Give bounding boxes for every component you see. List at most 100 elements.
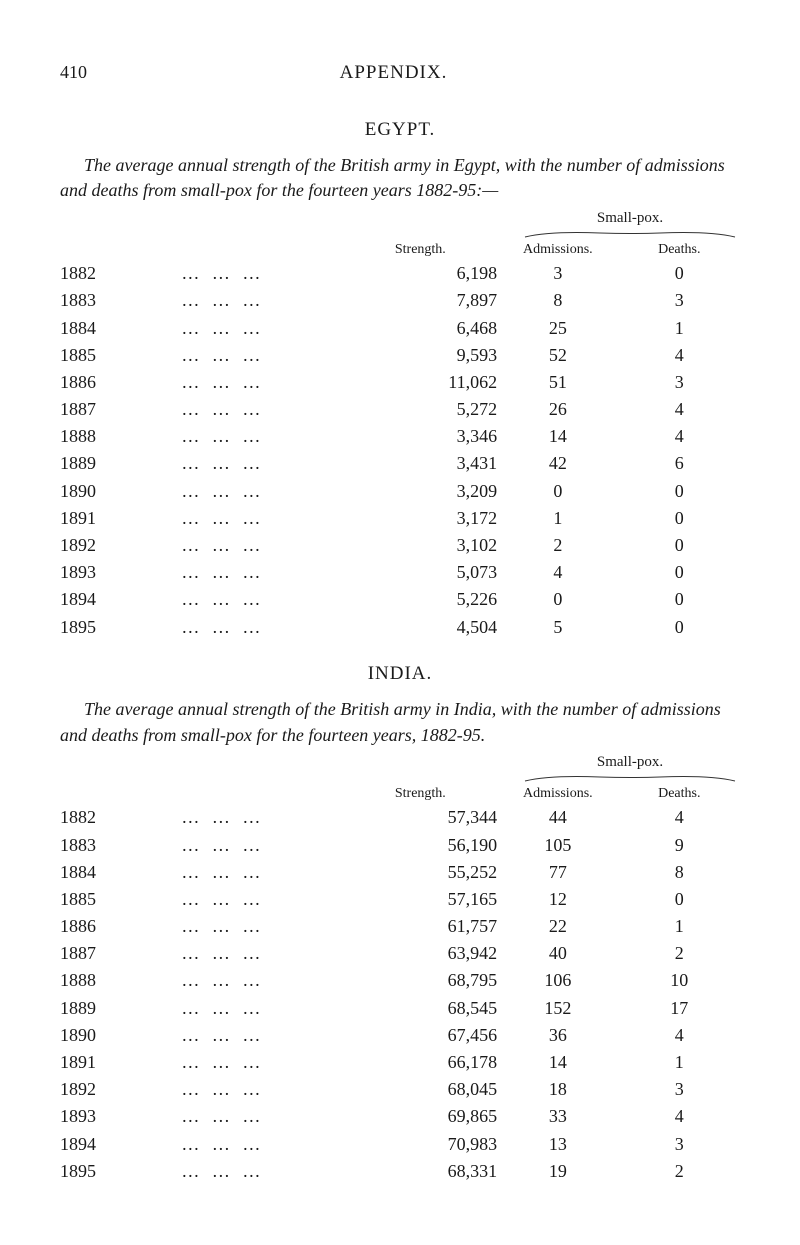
strength-cell: 70,983 — [364, 1131, 498, 1158]
egypt-table: Strength. Admissions. Deaths. 1882… … …6… — [60, 239, 740, 641]
dots-cell: … … … — [181, 450, 363, 477]
deaths-cell: 9 — [619, 832, 740, 859]
deaths-cell: 0 — [619, 260, 740, 287]
strength-cell: 68,545 — [364, 995, 498, 1022]
dots-cell: … … … — [181, 369, 363, 396]
deaths-cell: 1 — [619, 315, 740, 342]
dots-cell: … … … — [181, 859, 363, 886]
india-section: INDIA. The average annual strength of th… — [60, 661, 740, 1185]
table-row: 1894… … …5,22600 — [60, 586, 740, 613]
strength-cell: 63,942 — [364, 940, 498, 967]
deaths-cell: 1 — [619, 913, 740, 940]
table-row: 1892… … …3,10220 — [60, 532, 740, 559]
table-row: 1884… … …55,252778 — [60, 859, 740, 886]
egypt-title: EGYPT. — [60, 117, 740, 144]
admissions-cell: 26 — [497, 396, 618, 423]
year-cell: 1894 — [60, 586, 181, 613]
deaths-cell: 3 — [619, 369, 740, 396]
egypt-section: EGYPT. The average annual strength of th… — [60, 117, 740, 641]
table-row: 1890… … …67,456364 — [60, 1022, 740, 1049]
strength-cell: 5,073 — [364, 559, 498, 586]
table-row: 1886… … …11,062513 — [60, 369, 740, 396]
admissions-cell: 105 — [497, 832, 618, 859]
year-cell: 1890 — [60, 478, 181, 505]
deaths-cell: 4 — [619, 804, 740, 831]
admissions-cell: 77 — [497, 859, 618, 886]
brace-icon — [520, 773, 740, 783]
year-cell: 1895 — [60, 1158, 181, 1185]
dots-cell: … … … — [181, 1022, 363, 1049]
year-cell: 1882 — [60, 804, 181, 831]
deaths-cell: 0 — [619, 505, 740, 532]
dots-cell: … … … — [181, 614, 363, 641]
admissions-cell: 3 — [497, 260, 618, 287]
deaths-cell: 10 — [619, 967, 740, 994]
table-row: 1889… … …3,431426 — [60, 450, 740, 477]
admissions-cell: 152 — [497, 995, 618, 1022]
admissions-cell: 25 — [497, 315, 618, 342]
dots-cell: … … … — [181, 559, 363, 586]
table-row: 1888… … …3,346144 — [60, 423, 740, 450]
deaths-cell: 0 — [619, 586, 740, 613]
dots-cell: … … … — [181, 1049, 363, 1076]
table-row: 1882… … …57,344444 — [60, 804, 740, 831]
admissions-cell: 51 — [497, 369, 618, 396]
india-table: Strength. Admissions. Deaths. 1882… … …5… — [60, 783, 740, 1185]
table-row: 1895… … …68,331192 — [60, 1158, 740, 1185]
dots-cell: … … … — [181, 913, 363, 940]
table-row: 1893… … …69,865334 — [60, 1103, 740, 1130]
deaths-cell: 6 — [619, 450, 740, 477]
table-row: 1887… … …5,272264 — [60, 396, 740, 423]
year-cell: 1887 — [60, 396, 181, 423]
year-cell: 1895 — [60, 614, 181, 641]
table-row: 1891… … …66,178141 — [60, 1049, 740, 1076]
india-title: INDIA. — [60, 661, 740, 688]
strength-cell: 61,757 — [364, 913, 498, 940]
year-cell: 1884 — [60, 859, 181, 886]
strength-cell: 7,897 — [364, 287, 498, 314]
dots-cell: … … … — [181, 804, 363, 831]
admissions-cell: 44 — [497, 804, 618, 831]
table-row: 1892… … …68,045183 — [60, 1076, 740, 1103]
deaths-cell: 0 — [619, 559, 740, 586]
dots-cell: … … … — [181, 505, 363, 532]
table-row: 1887… … …63,942402 — [60, 940, 740, 967]
table-row: 1886… … …61,757221 — [60, 913, 740, 940]
admissions-cell: 2 — [497, 532, 618, 559]
deaths-cell: 4 — [619, 396, 740, 423]
dots-cell: … … … — [181, 260, 363, 287]
table-row: 1890… … …3,20900 — [60, 478, 740, 505]
admissions-cell: 0 — [497, 586, 618, 613]
admissions-cell: 4 — [497, 559, 618, 586]
admissions-cell: 22 — [497, 913, 618, 940]
page-header: 410 APPENDIX. — [60, 60, 740, 87]
year-cell: 1885 — [60, 886, 181, 913]
strength-cell: 57,165 — [364, 886, 498, 913]
dots-cell: … … … — [181, 532, 363, 559]
table-row: 1885… … …9,593524 — [60, 342, 740, 369]
india-intro: The average annual strength of the Briti… — [60, 697, 740, 747]
dots-cell: … … … — [181, 586, 363, 613]
dots-cell: … … … — [181, 1131, 363, 1158]
strength-cell: 66,178 — [364, 1049, 498, 1076]
deaths-cell: 0 — [619, 614, 740, 641]
deaths-cell: 3 — [619, 1131, 740, 1158]
year-cell: 1892 — [60, 532, 181, 559]
page-title: APPENDIX. — [87, 60, 700, 87]
year-cell: 1885 — [60, 342, 181, 369]
deaths-cell: 1 — [619, 1049, 740, 1076]
dots-cell: … … … — [181, 1158, 363, 1185]
strength-cell: 3,346 — [364, 423, 498, 450]
dots-cell: … … … — [181, 995, 363, 1022]
table-row: 1894… … …70,983133 — [60, 1131, 740, 1158]
col-deaths-header: Deaths. — [619, 783, 740, 805]
year-cell: 1893 — [60, 559, 181, 586]
table-row: 1891… … …3,17210 — [60, 505, 740, 532]
table-row: 1883… … …7,89783 — [60, 287, 740, 314]
year-cell: 1891 — [60, 505, 181, 532]
col-strength-header: Strength. — [364, 783, 498, 805]
admissions-cell: 1 — [497, 505, 618, 532]
dots-cell: … … … — [181, 342, 363, 369]
strength-cell: 67,456 — [364, 1022, 498, 1049]
strength-cell: 6,468 — [364, 315, 498, 342]
